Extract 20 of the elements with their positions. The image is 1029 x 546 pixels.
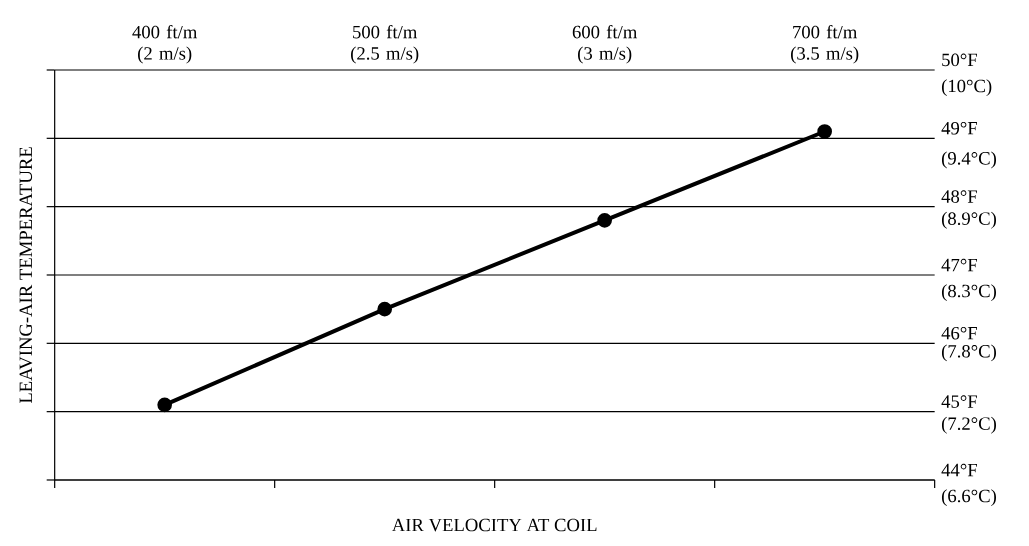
y-tick-label: 44°F — [941, 463, 977, 477]
y-tick-label: 49°F — [941, 121, 977, 135]
x-tick-label: 500 ft/m (2.5 m/s) — [351, 25, 419, 64]
x-axis-title: AIR VELOCITY AT COIL — [391, 518, 597, 532]
x-tick-label: 600 ft/m (3 m/s) — [572, 25, 638, 64]
y-tick-label: 50°F — [942, 53, 977, 67]
y-tick-label: 46°F — [941, 326, 977, 340]
x-tick-label: 400 ft/m (2 m/s) — [132, 25, 198, 64]
y2-tick-label: (7.8°C) — [941, 344, 997, 362]
x-tick-label: 700 ft/m (3.5 m/s) — [791, 25, 859, 64]
y-axis-title: LEAVING-AIR TEMPERATURE — [19, 147, 33, 404]
y2-tick-label: (9.4°C) — [941, 151, 997, 169]
y2-tick-label: (7.2°C) — [941, 416, 997, 434]
y2-tick-label: (6.6°C) — [941, 489, 997, 507]
y-tick-label: 48°F — [941, 190, 977, 203]
y-tick-label: 47°F — [941, 258, 977, 272]
y-tick-label: 45°F — [941, 395, 977, 408]
y2-tick-label: (10°C) — [941, 79, 992, 97]
y2-tick-label: (8.9°C) — [941, 211, 997, 229]
y2-tick-label: (8.3°C) — [941, 284, 997, 302]
